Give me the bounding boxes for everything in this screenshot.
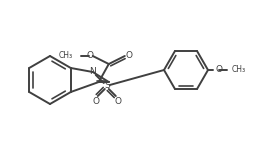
Text: CH₃: CH₃ [59,52,73,60]
Text: O: O [86,51,93,60]
Text: O: O [216,66,223,74]
Text: O: O [114,98,121,106]
Text: N: N [89,67,96,77]
Text: O: O [92,98,99,106]
Text: CH₃: CH₃ [232,66,246,74]
Text: O: O [125,51,132,60]
Text: S: S [104,81,110,91]
